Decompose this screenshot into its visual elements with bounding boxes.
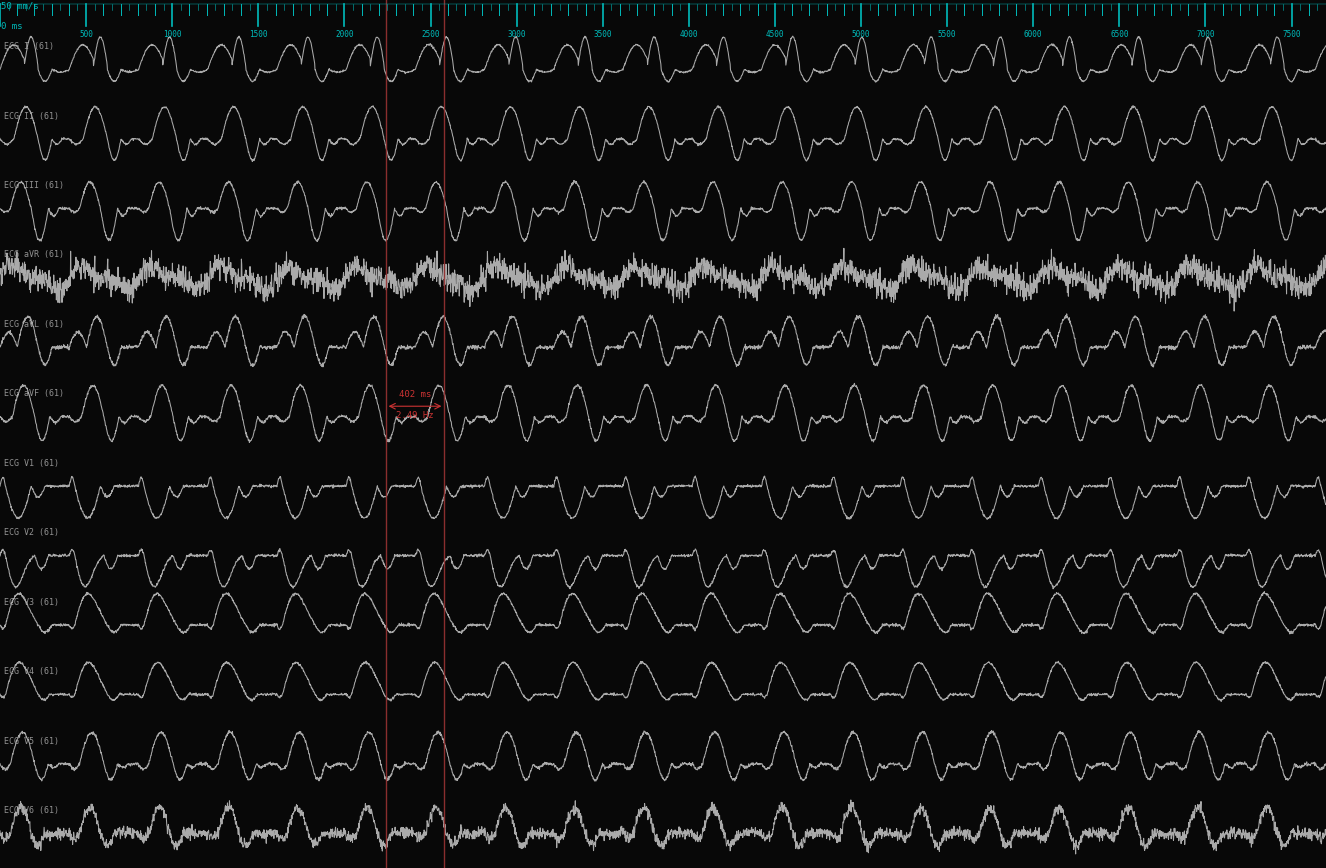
Text: 500: 500 — [80, 30, 93, 38]
Text: 1500: 1500 — [249, 30, 268, 38]
Text: ECG V5 (61): ECG V5 (61) — [4, 737, 58, 746]
Text: 7500: 7500 — [1282, 30, 1301, 38]
Text: ECG III (61): ECG III (61) — [4, 181, 64, 190]
Text: 3000: 3000 — [508, 30, 526, 38]
Text: ECG I (61): ECG I (61) — [4, 43, 54, 51]
Text: ECG V4 (61): ECG V4 (61) — [4, 667, 58, 676]
Text: 3500: 3500 — [594, 30, 613, 38]
Text: 7000: 7000 — [1196, 30, 1215, 38]
Text: 4000: 4000 — [680, 30, 697, 38]
Text: ECG aVL (61): ECG aVL (61) — [4, 320, 64, 329]
Text: 6000: 6000 — [1024, 30, 1042, 38]
Text: 50 mm/s: 50 mm/s — [1, 2, 38, 10]
Text: ECG V2 (61): ECG V2 (61) — [4, 529, 58, 537]
Text: 2500: 2500 — [422, 30, 440, 38]
Text: 5500: 5500 — [937, 30, 956, 38]
Text: 4500: 4500 — [765, 30, 784, 38]
Text: ECG V1 (61): ECG V1 (61) — [4, 459, 58, 468]
Text: 5000: 5000 — [851, 30, 870, 38]
Text: 2.49 Hz: 2.49 Hz — [396, 411, 434, 419]
Text: ECG V3 (61): ECG V3 (61) — [4, 598, 58, 607]
Text: 402 ms: 402 ms — [399, 391, 431, 399]
Text: 1000: 1000 — [163, 30, 182, 38]
Text: ECG aVF (61): ECG aVF (61) — [4, 390, 64, 398]
Text: ECG V6 (61): ECG V6 (61) — [4, 806, 58, 815]
Text: 0 ms: 0 ms — [1, 22, 23, 30]
Text: ECG aVR (61): ECG aVR (61) — [4, 251, 64, 260]
Text: ECG II (61): ECG II (61) — [4, 112, 58, 121]
Text: 2000: 2000 — [335, 30, 354, 38]
Text: 6500: 6500 — [1110, 30, 1128, 38]
